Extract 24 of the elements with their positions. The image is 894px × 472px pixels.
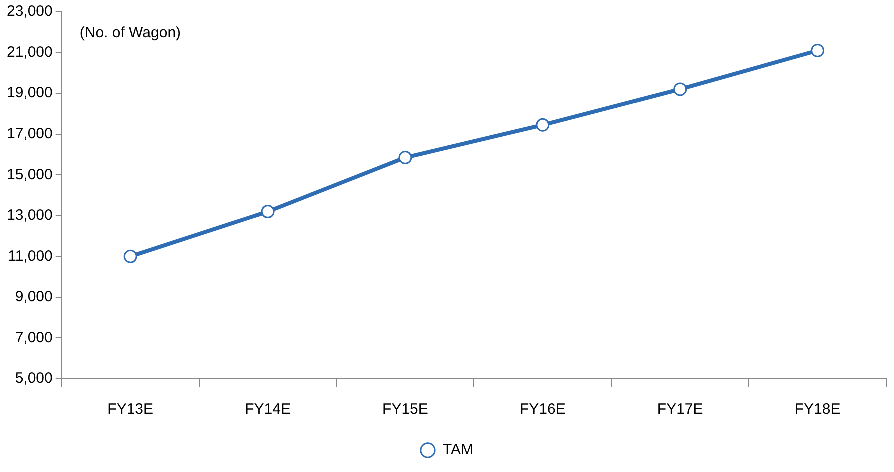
legend-label: TAM (442, 442, 474, 459)
annotation: (No. of Wagon) (80, 24, 182, 42)
y-tick-label: 7,000 (15, 329, 53, 346)
x-tick-label: FY15E (382, 401, 428, 418)
y-tick-label: 5,000 (15, 370, 53, 388)
y-tick-label: 17,000 (6, 125, 53, 142)
x-tick-label: FY17E (657, 401, 704, 418)
point (674, 82, 688, 96)
y-tick-label: 23,000 (6, 3, 53, 20)
point (398, 151, 412, 165)
y-tick-label: 13,000 (6, 207, 53, 224)
x-tick-label: FY16E (520, 401, 566, 418)
x-tick-label: FY18E (794, 401, 841, 418)
x-tick-label: FY14E (245, 401, 291, 418)
y-tick-label: 21,000 (6, 44, 53, 61)
y-tick-label: 11,000 (8, 248, 53, 265)
x-tick-label: FY13E (108, 401, 154, 418)
y-tick-label: 15,000 (6, 166, 53, 184)
point (811, 44, 825, 58)
y-tick-label: 9,000 (15, 288, 53, 306)
point (536, 118, 550, 132)
point (261, 205, 275, 219)
point (124, 250, 138, 264)
y-tick-label: 19,000 (6, 84, 53, 102)
